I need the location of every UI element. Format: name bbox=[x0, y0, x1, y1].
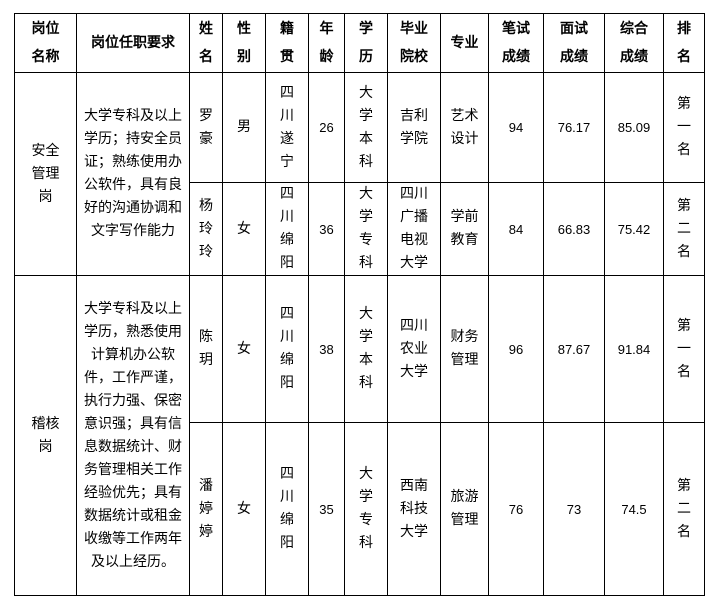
origin-cell: 四川绵阳 bbox=[265, 422, 309, 596]
header-cell: 年龄 bbox=[308, 13, 345, 73]
name-cell: 杨玲玲 bbox=[189, 182, 223, 276]
gender-cell: 女 bbox=[222, 182, 266, 276]
major-cell: 艺术设计 bbox=[440, 72, 489, 183]
results-table: 岗位名称 岗位任职要求 姓名 性别 籍贯 年龄 学历 毕业院校 专业 笔试成绩 … bbox=[14, 13, 705, 596]
education-cell: 大学专科 bbox=[344, 422, 388, 596]
table-row: 杨玲玲 女 四川绵阳 36 大学专科 四川广播电视大学 学前教育 84 66.8… bbox=[15, 182, 705, 276]
school-cell: 四川广播电视大学 bbox=[387, 182, 441, 276]
gender-cell: 男 bbox=[222, 72, 266, 183]
header-cell: 面试成绩 bbox=[543, 13, 605, 73]
table-row: 安全管理岗 大学专科及以上学历；持安全员证；熟练使用办公软件，具有良好的沟通协调… bbox=[14, 72, 705, 276]
written-score-cell: 84 bbox=[488, 182, 544, 276]
written-score-cell: 76 bbox=[488, 422, 544, 596]
rank-cell: 第一名 bbox=[663, 72, 705, 183]
written-score-cell: 96 bbox=[488, 275, 544, 423]
header-cell: 排名 bbox=[663, 13, 705, 73]
origin-cell: 四川绵阳 bbox=[265, 275, 309, 423]
origin-cell: 四川遂宁 bbox=[265, 72, 309, 183]
header-cell: 籍贯 bbox=[265, 13, 309, 73]
position-cell: 稽核岗 bbox=[14, 275, 77, 596]
major-cell: 旅游管理 bbox=[440, 422, 489, 596]
gender-cell: 女 bbox=[222, 275, 266, 423]
header-cell: 毕业院校 bbox=[387, 13, 441, 73]
age-cell: 36 bbox=[308, 182, 345, 276]
origin-cell: 四川绵阳 bbox=[265, 182, 309, 276]
requirement-cell: 大学专科及以上学历；持安全员证；熟练使用办公软件，具有良好的沟通协调和文字写作能… bbox=[76, 72, 190, 276]
interview-score-cell: 66.83 bbox=[543, 182, 605, 276]
written-score-cell: 94 bbox=[488, 72, 544, 183]
header-cell: 笔试成绩 bbox=[488, 13, 544, 73]
header-cell: 专业 bbox=[440, 13, 489, 73]
interview-score-cell: 87.67 bbox=[543, 275, 605, 423]
education-cell: 大学专科 bbox=[344, 182, 388, 276]
requirement-cell: 大学专科及以上学历，熟悉使用计算机办公软件，工作严谨，执行力强、保密意识强；具有… bbox=[76, 275, 190, 596]
major-cell: 财务管理 bbox=[440, 275, 489, 423]
header-cell: 学历 bbox=[344, 13, 388, 73]
name-cell: 陈玥 bbox=[189, 275, 223, 423]
header-cell: 岗位任职要求 bbox=[76, 13, 190, 73]
interview-score-cell: 76.17 bbox=[543, 72, 605, 183]
header-cell: 性别 bbox=[222, 13, 266, 73]
position-cell: 安全管理岗 bbox=[14, 72, 77, 276]
school-cell: 四川农业大学 bbox=[387, 275, 441, 423]
table-row: 稽核岗 大学专科及以上学历，熟悉使用计算机办公软件，工作严谨，执行力强、保密意识… bbox=[14, 275, 705, 596]
gender-cell: 女 bbox=[222, 422, 266, 596]
school-cell: 西南科技大学 bbox=[387, 422, 441, 596]
rank-cell: 第一名 bbox=[663, 275, 705, 423]
rank-cell: 第二名 bbox=[663, 182, 705, 276]
school-cell: 吉利学院 bbox=[387, 72, 441, 183]
interview-score-cell: 73 bbox=[543, 422, 605, 596]
name-cell: 潘婷婷 bbox=[189, 422, 223, 596]
header-cell: 岗位名称 bbox=[14, 13, 77, 73]
total-score-cell: 74.5 bbox=[604, 422, 664, 596]
name-cell: 罗豪 bbox=[189, 72, 223, 183]
total-score-cell: 91.84 bbox=[604, 275, 664, 423]
header-cell: 综合成绩 bbox=[604, 13, 664, 73]
table-row: 潘婷婷 女 四川绵阳 35 大学专科 西南科技大学 旅游管理 76 73 74.… bbox=[15, 422, 705, 596]
age-cell: 38 bbox=[308, 275, 345, 423]
rank-cell: 第二名 bbox=[663, 422, 705, 596]
total-score-cell: 85.09 bbox=[604, 72, 664, 183]
age-cell: 26 bbox=[308, 72, 345, 183]
header-row: 岗位名称 岗位任职要求 姓名 性别 籍贯 年龄 学历 毕业院校 专业 笔试成绩 … bbox=[14, 13, 705, 73]
total-score-cell: 75.42 bbox=[604, 182, 664, 276]
education-cell: 大学本科 bbox=[344, 72, 388, 183]
header-cell: 姓名 bbox=[189, 13, 223, 73]
major-cell: 学前教育 bbox=[440, 182, 489, 276]
education-cell: 大学本科 bbox=[344, 275, 388, 423]
age-cell: 35 bbox=[308, 422, 345, 596]
